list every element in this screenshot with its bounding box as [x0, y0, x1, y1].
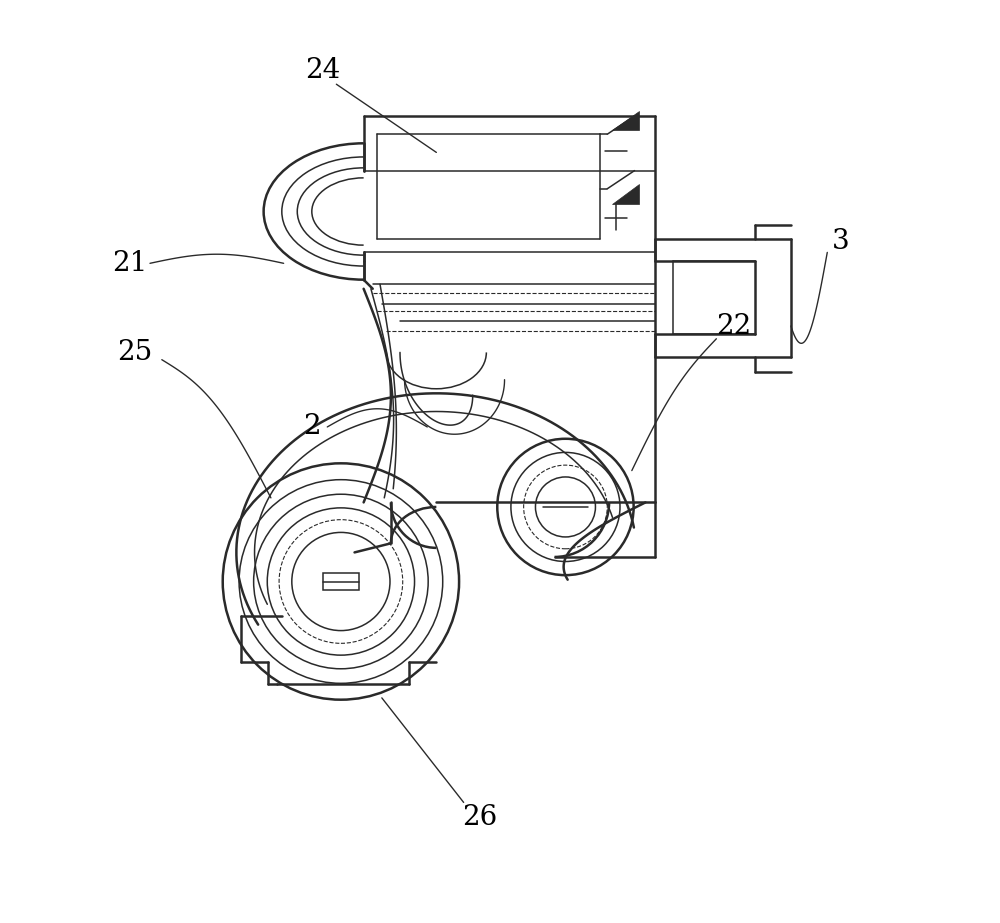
Polygon shape	[612, 185, 639, 204]
Text: 26: 26	[462, 804, 498, 832]
Text: 2: 2	[303, 414, 321, 440]
Text: 22: 22	[716, 314, 751, 341]
Text: 21: 21	[112, 250, 148, 277]
Polygon shape	[612, 112, 639, 129]
Text: 25: 25	[117, 339, 152, 366]
Bar	[323, 573, 359, 590]
Text: 24: 24	[305, 57, 340, 84]
Text: 3: 3	[832, 228, 850, 255]
